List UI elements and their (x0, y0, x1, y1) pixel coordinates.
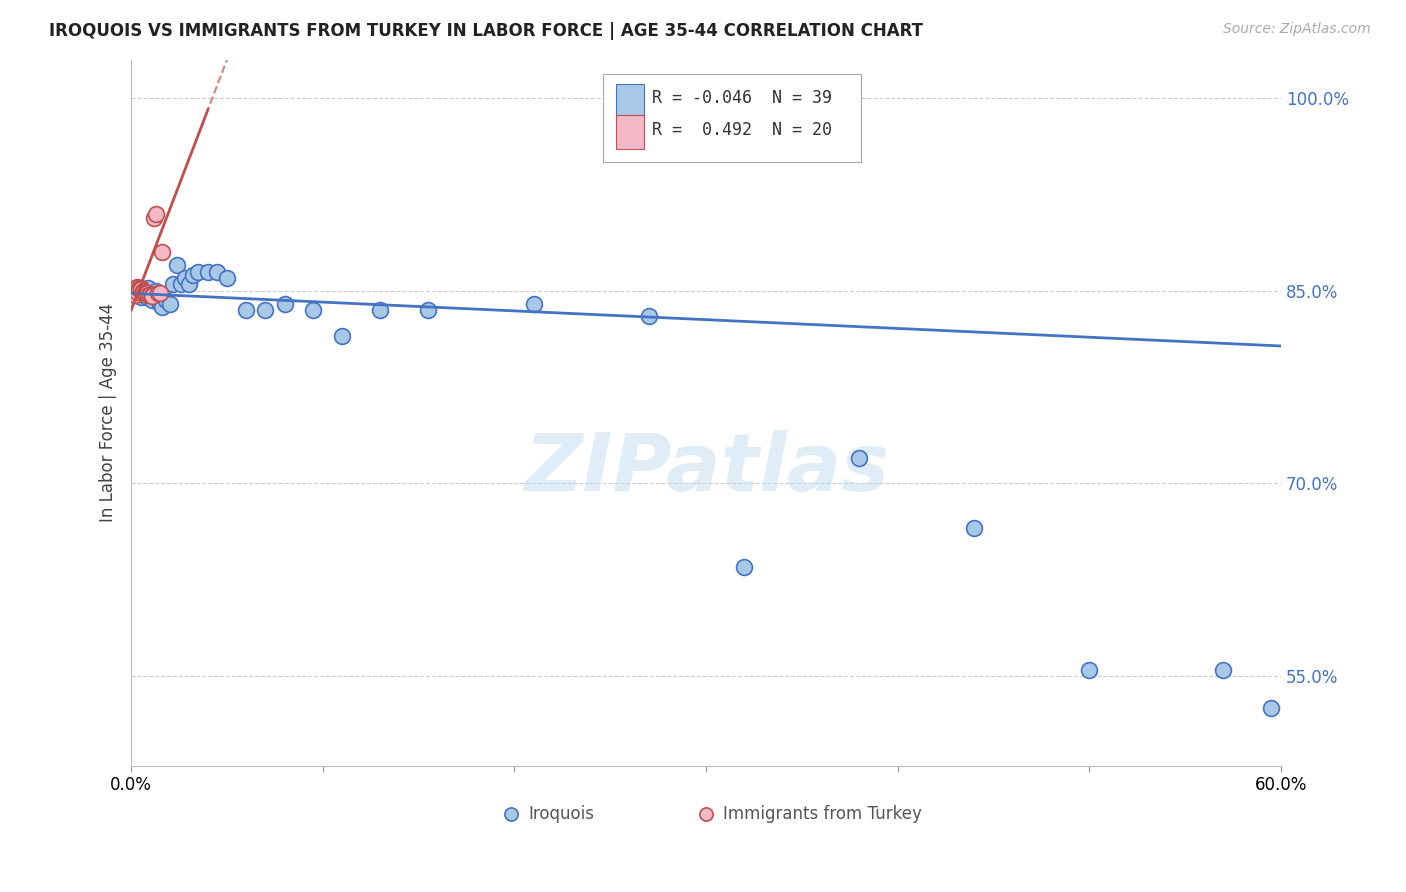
Point (197, 264, 219, 278)
Point (637, 310, 659, 324)
Point (273, 296, 295, 310)
Point (1260, 701, 1282, 715)
Point (134, 286, 156, 301)
Point (302, 303, 325, 318)
Point (141, 289, 163, 303)
Point (125, 280, 148, 294)
Point (159, 296, 181, 310)
Text: Source: ZipAtlas.com: Source: ZipAtlas.com (1223, 22, 1371, 37)
Text: ZIPatlas: ZIPatlas (523, 430, 889, 508)
Point (138, 281, 160, 295)
Point (128, 281, 150, 295)
Point (132, 286, 155, 301)
Point (141, 293, 163, 307)
Point (181, 268, 204, 283)
Point (138, 287, 160, 301)
Point (207, 264, 229, 278)
Point (139, 287, 162, 301)
Point (254, 303, 277, 318)
Point (1212, 663, 1234, 677)
Y-axis label: In Labor Force | Age 35-44: In Labor Force | Age 35-44 (100, 303, 117, 523)
Point (145, 207, 167, 221)
Text: IROQUOIS VS IMMIGRANTS FROM TURKEY IN LABOR FORCE | AGE 35-44 CORRELATION CHART: IROQUOIS VS IMMIGRANTS FROM TURKEY IN LA… (49, 22, 924, 40)
Point (132, 284, 155, 298)
Point (215, 271, 238, 285)
Point (370, 303, 392, 318)
FancyBboxPatch shape (616, 115, 644, 149)
Text: Iroquois: Iroquois (527, 805, 593, 823)
Point (135, 286, 157, 301)
Point (1078, 663, 1101, 677)
Point (150, 301, 173, 315)
Point (523, 296, 546, 310)
Point (155, 293, 177, 307)
Point (129, 290, 152, 304)
Point (122, 285, 145, 299)
Point (174, 271, 197, 285)
Text: R =  0.492  N = 20: R = 0.492 N = 20 (652, 121, 832, 139)
Point (418, 303, 440, 318)
Point (132, 285, 155, 299)
Point (235, 303, 257, 318)
Point (145, 284, 167, 298)
Point (129, 281, 152, 295)
Point (139, 286, 162, 301)
Text: R = -0.046  N = 39: R = -0.046 N = 39 (652, 89, 832, 107)
Point (848, 450, 870, 465)
Point (150, 245, 173, 260)
Point (134, 284, 156, 298)
Text: Immigrants from Turkey: Immigrants from Turkey (723, 805, 922, 823)
Point (187, 264, 209, 278)
Point (330, 328, 353, 343)
Point (177, 277, 200, 292)
Point (146, 286, 169, 301)
Point (149, 296, 172, 310)
Point (124, 287, 146, 301)
Point (125, 285, 148, 299)
Point (143, 211, 166, 225)
Point (166, 258, 188, 272)
Point (733, 560, 755, 574)
Point (162, 277, 184, 292)
Point (143, 287, 166, 301)
FancyBboxPatch shape (616, 84, 644, 117)
Point (149, 286, 172, 301)
Point (135, 290, 157, 304)
Point (963, 521, 986, 535)
Point (129, 283, 152, 297)
Point (128, 283, 150, 297)
FancyBboxPatch shape (603, 74, 862, 162)
Point (125, 287, 148, 301)
Point (170, 277, 193, 292)
